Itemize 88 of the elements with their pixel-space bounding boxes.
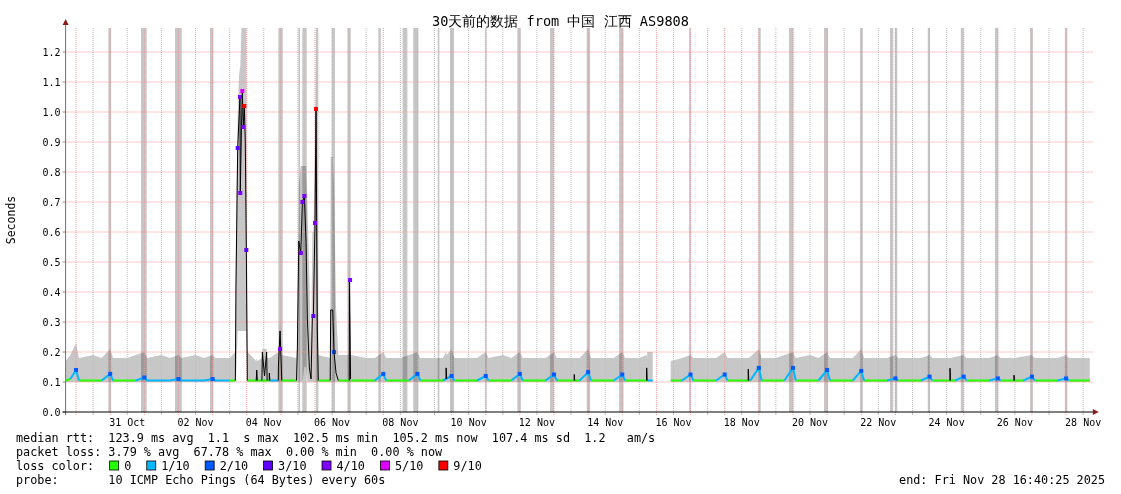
- point: [859, 368, 864, 373]
- y-tick-label: 0.1: [42, 376, 61, 388]
- y-tick-label: 0.8: [42, 166, 61, 178]
- x-tick-label: 06 Nov: [314, 416, 351, 428]
- point: [1064, 376, 1069, 381]
- annotation: median rtt: 123.9 ms avg 1.1 s max 102.5 ms min 105.2 ms now 107.4 ms sd 1.2 am/s: [16, 431, 656, 445]
- legend-label: 9/10: [453, 459, 482, 473]
- y-tick-label: 0.0: [42, 406, 61, 418]
- point: [210, 377, 215, 381]
- x-tick-label: 18 Nov: [723, 416, 760, 428]
- point: [238, 191, 243, 195]
- x-tick-label: 02 Nov: [177, 416, 214, 428]
- point: [551, 372, 556, 377]
- annotation: probe: 10 ICMP Echo Pings (64 Bytes) every 60s: [16, 473, 386, 487]
- annotation: end: Fri Nov 28 16:40:25 2025: [899, 473, 1105, 487]
- y-tick-label: 1.1: [42, 76, 61, 88]
- y-tick-label: 0.7: [42, 196, 61, 208]
- y-tick-label: 1.0: [42, 106, 61, 118]
- point: [620, 372, 625, 377]
- x-tick-label: 28 Nov: [1065, 416, 1102, 428]
- point: [176, 377, 181, 381]
- point: [756, 365, 761, 370]
- point: [235, 146, 240, 150]
- point: [313, 221, 318, 225]
- legend-label: 4/10: [336, 459, 365, 473]
- point: [300, 200, 305, 204]
- x-tick-label: 08 Nov: [382, 416, 419, 428]
- legend-item: 5/10: [380, 459, 424, 473]
- legend-item: 9/10: [438, 459, 482, 473]
- point: [1029, 374, 1034, 379]
- point: [108, 371, 113, 376]
- y-tick-label: 0.6: [42, 226, 61, 238]
- legend-item: 2/10: [204, 459, 249, 473]
- point: [586, 370, 591, 375]
- point: [961, 374, 966, 379]
- point: [142, 375, 147, 380]
- point: [517, 371, 522, 376]
- point: [278, 347, 283, 351]
- point: [302, 194, 307, 198]
- y-tick-label: 0.4: [42, 286, 61, 298]
- point: [314, 107, 319, 111]
- point: [298, 251, 303, 255]
- point: [995, 376, 1000, 381]
- y-axis-label: Seconds: [3, 195, 18, 245]
- x-tick-label: 31 Oct: [109, 416, 146, 428]
- point: [241, 125, 246, 129]
- x-tick-label: 10 Nov: [450, 416, 487, 428]
- x-tick-label: 22 Nov: [860, 416, 897, 428]
- legend-label: 2/10: [219, 459, 249, 473]
- legend-item: 1/10: [146, 459, 190, 473]
- annotation: packet loss: 3.79 % avg 67.78 % max 0.00 % min 0.00 % now: [16, 445, 443, 459]
- point: [238, 95, 242, 99]
- legend-item: 0: [109, 459, 132, 473]
- point: [449, 374, 454, 378]
- title: 30天前的数据 from 中国 江西 AS9808: [432, 13, 689, 29]
- y-tick-label: 1.2: [42, 46, 61, 58]
- point: [483, 374, 488, 378]
- point: [688, 372, 693, 377]
- point: [415, 371, 420, 376]
- legend-label: 5/10: [394, 459, 424, 473]
- legend-label: 1/10: [161, 459, 190, 473]
- point: [825, 368, 830, 372]
- point: [722, 372, 727, 377]
- y-tick-label: 0.5: [42, 256, 61, 268]
- y-tick-label: 0.2: [42, 346, 61, 358]
- point: [311, 314, 316, 318]
- y-tick-label: 0.9: [42, 136, 61, 148]
- x-tick-label: 04 Nov: [245, 416, 282, 428]
- legend-item: 3/10: [263, 459, 307, 473]
- x-tick-label: 12 Nov: [518, 416, 555, 428]
- legend-title: loss color:: [16, 459, 95, 473]
- legend-label: 0: [124, 459, 132, 473]
- point: [242, 104, 247, 108]
- y-tick-label: 0.3: [42, 316, 61, 328]
- legend-item: 4/10: [321, 459, 365, 473]
- point: [348, 278, 353, 282]
- point: [381, 371, 386, 376]
- point: [74, 368, 79, 372]
- x-tick-label: 14 Nov: [587, 416, 624, 428]
- x-tick-label: 26 Nov: [996, 416, 1033, 428]
- x-tick-label: 16 Nov: [655, 416, 692, 428]
- x-tick-label: 24 Nov: [928, 416, 965, 428]
- legend-label: 3/10: [278, 459, 307, 473]
- x-tick-label: 20 Nov: [792, 416, 829, 428]
- point: [927, 374, 932, 379]
- point: [790, 365, 795, 370]
- point: [893, 376, 898, 381]
- point: [244, 248, 249, 252]
